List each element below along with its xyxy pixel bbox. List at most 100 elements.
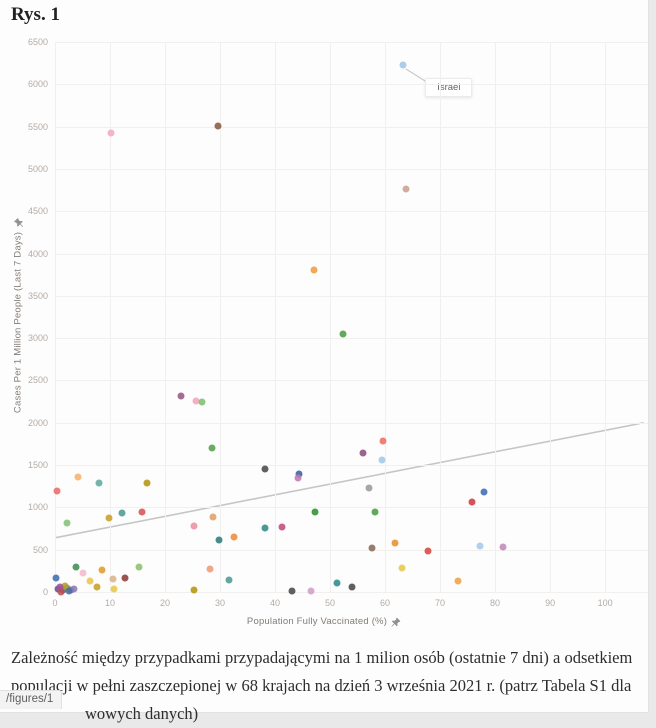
browser-status-bubble: /figures/1 <box>0 690 63 709</box>
data-point[interactable] <box>190 522 198 530</box>
data-point[interactable] <box>65 587 73 595</box>
y-axis-label-text: Cases Per 1 Million People (Last 7 Days) <box>12 231 24 414</box>
y-tick-label: 3500 <box>27 290 48 301</box>
data-point[interactable] <box>198 398 206 406</box>
data-point[interactable] <box>333 579 341 587</box>
data-point[interactable] <box>230 533 238 541</box>
data-point[interactable] <box>402 185 410 193</box>
y-tick-label: 4000 <box>27 248 48 259</box>
data-point[interactable] <box>61 582 69 590</box>
y-tick-label: 1000 <box>27 502 48 513</box>
data-point[interactable] <box>454 577 462 585</box>
data-point[interactable] <box>468 498 476 506</box>
data-point[interactable] <box>118 509 126 517</box>
data-point[interactable] <box>348 583 356 591</box>
gridline-y <box>55 380 648 382</box>
data-point[interactable] <box>391 539 399 547</box>
data-point[interactable] <box>57 588 65 596</box>
data-point[interactable] <box>368 544 376 552</box>
gridline-y <box>55 295 648 297</box>
data-point[interactable] <box>476 542 484 550</box>
x-tick-label: 30 <box>215 598 226 608</box>
data-point[interactable] <box>86 577 94 585</box>
data-point[interactable] <box>143 479 151 487</box>
data-point[interactable] <box>110 585 118 593</box>
data-point[interactable] <box>499 543 507 551</box>
data-point[interactable] <box>52 574 60 582</box>
x-tick-label: 50 <box>325 598 336 608</box>
data-point[interactable] <box>53 487 61 495</box>
y-axis-title: Cases Per 1 Million People (Last 7 Days) <box>13 46 24 586</box>
data-point[interactable] <box>288 587 296 595</box>
data-point[interactable] <box>480 488 488 496</box>
data-point[interactable] <box>310 266 318 274</box>
pin-icon <box>391 617 401 627</box>
data-point[interactable] <box>424 547 432 555</box>
data-point[interactable] <box>177 392 185 400</box>
gridline-y <box>55 592 648 593</box>
y-tick-label: 500 <box>32 544 48 555</box>
data-point[interactable] <box>93 583 101 591</box>
pin-icon <box>13 218 23 228</box>
gridline-y <box>55 549 648 551</box>
data-point[interactable] <box>379 437 387 445</box>
data-point[interactable] <box>359 449 367 457</box>
data-point[interactable] <box>225 576 233 584</box>
data-point[interactable] <box>398 564 406 572</box>
data-point[interactable] <box>261 465 269 473</box>
data-point[interactable] <box>208 444 216 452</box>
gridline-x <box>330 42 332 592</box>
data-point[interactable] <box>98 566 106 574</box>
data-point[interactable] <box>209 513 217 521</box>
plot-area: Israel <box>52 42 648 596</box>
data-point[interactable] <box>95 479 103 487</box>
data-point[interactable] <box>109 575 117 583</box>
data-point[interactable] <box>215 536 223 544</box>
data-point[interactable] <box>72 563 80 571</box>
annotation-label: Israel <box>437 81 461 93</box>
data-point[interactable] <box>311 508 319 516</box>
data-point[interactable] <box>192 397 200 405</box>
data-point[interactable] <box>63 519 71 527</box>
x-tick-label: 10 <box>104 598 115 608</box>
data-point[interactable] <box>295 470 303 478</box>
data-point[interactable] <box>371 508 379 516</box>
x-axis-title: Population Fully Vaccinated (%) <box>0 616 648 627</box>
gridline-x <box>165 42 167 592</box>
data-point[interactable] <box>138 508 146 516</box>
data-point[interactable] <box>378 456 386 464</box>
data-point[interactable] <box>190 586 198 594</box>
y-tick-label: 2500 <box>27 375 48 386</box>
data-point[interactable] <box>74 473 82 481</box>
data-point-israel[interactable] <box>399 61 407 69</box>
x-tick-label: 90 <box>545 598 556 608</box>
caption-line: wowych danych) <box>85 704 199 723</box>
y-tick-label: 2000 <box>27 417 48 428</box>
y-tick-label: 5000 <box>27 163 48 174</box>
data-point[interactable] <box>70 585 78 593</box>
figure-title: Rys. 1 <box>11 4 60 25</box>
y-tick-label: 3000 <box>27 333 48 344</box>
data-point[interactable] <box>307 587 315 595</box>
data-point[interactable] <box>135 563 143 571</box>
gridline-x <box>55 42 56 592</box>
data-point[interactable] <box>365 484 373 492</box>
data-point[interactable] <box>278 523 286 531</box>
data-point[interactable] <box>56 583 64 591</box>
figure-caption: Zależność między przypadkami przypadając… <box>11 644 643 728</box>
data-point[interactable] <box>261 524 269 532</box>
y-tick-label: 1500 <box>27 460 48 471</box>
gridline-x <box>220 42 222 592</box>
x-tick-label: 20 <box>160 598 171 608</box>
data-point[interactable] <box>206 565 214 573</box>
gridline-y <box>55 338 648 340</box>
data-point[interactable] <box>294 474 302 482</box>
data-point[interactable] <box>105 514 113 522</box>
data-point[interactable] <box>107 129 115 137</box>
y-tick-label: 4500 <box>27 206 48 217</box>
data-point[interactable] <box>121 574 129 582</box>
data-point[interactable] <box>214 122 222 130</box>
data-point[interactable] <box>339 330 347 338</box>
data-point[interactable] <box>79 569 87 577</box>
